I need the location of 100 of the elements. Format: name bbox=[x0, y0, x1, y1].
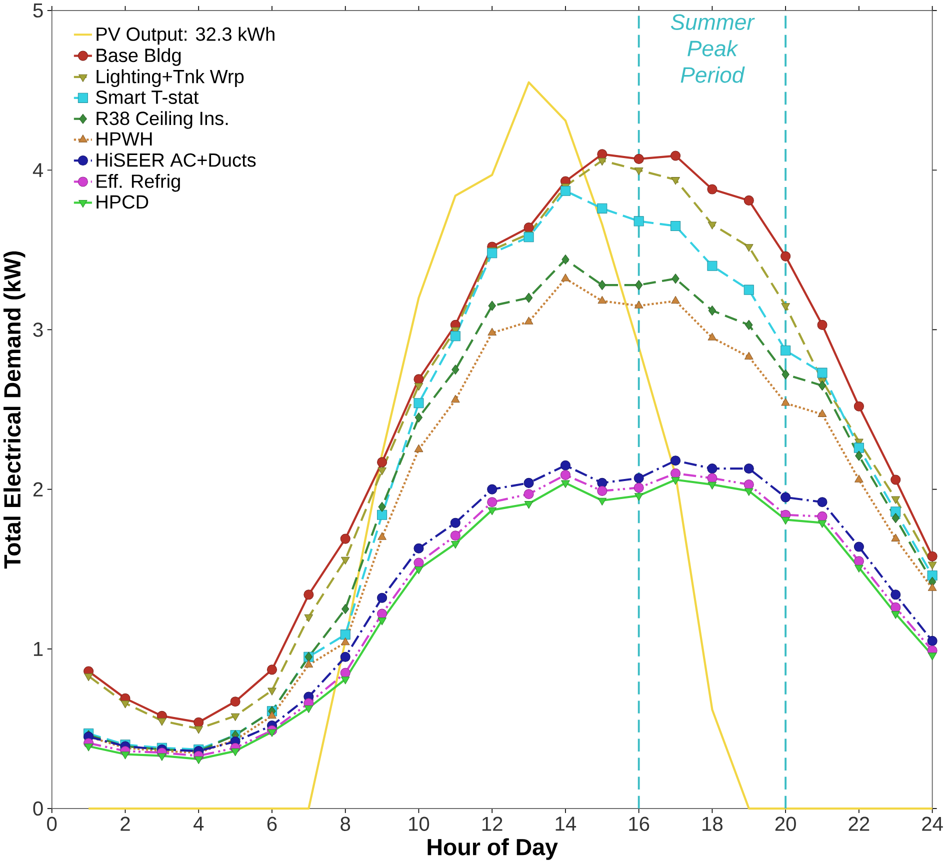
point bbox=[890, 589, 901, 600]
point bbox=[340, 652, 350, 662]
point bbox=[340, 629, 350, 640]
point bbox=[928, 652, 937, 660]
point bbox=[817, 496, 828, 507]
point bbox=[817, 368, 828, 378]
annotation: Summer Peak Period bbox=[670, 14, 755, 83]
point bbox=[340, 668, 350, 678]
point bbox=[268, 688, 276, 696]
point bbox=[304, 614, 314, 622]
point bbox=[560, 460, 570, 470]
point bbox=[487, 248, 498, 258]
point bbox=[854, 564, 864, 572]
point bbox=[452, 364, 460, 374]
point bbox=[414, 398, 424, 408]
point bbox=[744, 195, 754, 206]
x-tick-label: 2 bbox=[120, 816, 130, 831]
point bbox=[562, 254, 570, 264]
legend-label: Lighting+Tnk Wrp bbox=[96, 69, 244, 87]
point bbox=[854, 474, 864, 482]
point bbox=[120, 700, 130, 708]
point bbox=[597, 486, 608, 496]
point bbox=[524, 316, 534, 324]
x-tick-label: 6 bbox=[267, 816, 277, 831]
point bbox=[120, 751, 130, 760]
point bbox=[634, 300, 644, 308]
point bbox=[891, 496, 900, 504]
y-tick-label: 3 bbox=[33, 322, 43, 337]
point bbox=[377, 456, 388, 467]
point bbox=[414, 444, 424, 452]
point bbox=[414, 374, 424, 384]
point bbox=[927, 570, 938, 580]
point bbox=[598, 280, 606, 290]
point bbox=[414, 566, 424, 574]
point bbox=[450, 530, 460, 540]
point bbox=[377, 608, 388, 619]
x-tick-label: 20 bbox=[775, 816, 796, 831]
x-tick-label: 24 bbox=[922, 816, 943, 831]
point bbox=[378, 467, 386, 475]
point bbox=[304, 660, 314, 668]
point bbox=[671, 476, 680, 485]
point bbox=[780, 251, 791, 262]
point bbox=[158, 752, 166, 761]
point bbox=[744, 488, 754, 496]
point bbox=[854, 401, 864, 412]
legend-label: HiSEER AC+Ducts bbox=[96, 152, 256, 167]
point bbox=[560, 186, 570, 196]
legend-label: Smart T-stat bbox=[96, 90, 199, 104]
y-tick-label: 1 bbox=[34, 642, 43, 656]
point bbox=[340, 534, 350, 544]
point bbox=[84, 743, 93, 752]
legend-label: R38 Ceiling Ins. bbox=[96, 110, 228, 129]
point bbox=[744, 479, 754, 490]
x-tick-label: 22 bbox=[848, 816, 870, 831]
point bbox=[598, 296, 607, 304]
x-axis-title: Hour of Day bbox=[428, 838, 558, 860]
point bbox=[194, 756, 203, 764]
point bbox=[927, 551, 938, 562]
point bbox=[670, 455, 681, 466]
point bbox=[890, 474, 901, 485]
point bbox=[928, 583, 937, 591]
point bbox=[817, 320, 828, 330]
x-tick-label: 4 bbox=[193, 816, 204, 830]
point bbox=[377, 510, 388, 520]
point bbox=[194, 726, 203, 734]
point bbox=[854, 542, 864, 552]
point bbox=[230, 713, 240, 721]
y-tick-label: 4 bbox=[32, 163, 44, 177]
point bbox=[524, 478, 534, 488]
point bbox=[524, 222, 534, 232]
point bbox=[817, 511, 828, 522]
point bbox=[488, 300, 496, 311]
point bbox=[158, 718, 166, 726]
point bbox=[634, 492, 644, 501]
point bbox=[744, 284, 754, 295]
point bbox=[598, 498, 607, 506]
point bbox=[230, 748, 240, 756]
point bbox=[854, 556, 864, 566]
point bbox=[928, 561, 937, 570]
legend-label: HPWH bbox=[96, 132, 152, 146]
point bbox=[597, 148, 608, 159]
point bbox=[378, 502, 386, 512]
point bbox=[524, 232, 534, 242]
point bbox=[194, 717, 204, 728]
legend-label: PV Output: 32.3 kWh bbox=[96, 26, 274, 44]
point bbox=[414, 382, 424, 390]
point bbox=[782, 369, 790, 380]
point bbox=[414, 558, 424, 568]
point bbox=[378, 532, 386, 540]
point bbox=[634, 472, 644, 483]
y-tick-label: 2 bbox=[33, 482, 43, 496]
point bbox=[488, 328, 496, 336]
point bbox=[780, 345, 791, 356]
point bbox=[781, 516, 790, 524]
point bbox=[707, 260, 718, 271]
point bbox=[744, 352, 754, 360]
point bbox=[634, 482, 644, 493]
x-tick-label: 8 bbox=[340, 816, 350, 831]
x-tick-label: 14 bbox=[556, 816, 576, 830]
point bbox=[414, 412, 423, 422]
